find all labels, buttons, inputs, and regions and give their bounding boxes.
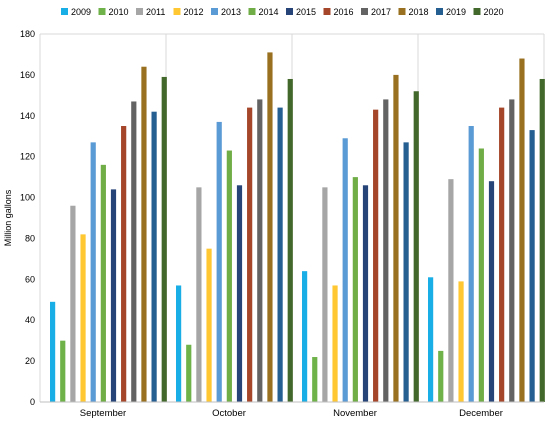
bar-2011-december [448, 179, 454, 402]
x-tick-label: December [459, 408, 503, 419]
legend-swatch [248, 8, 256, 15]
y-tick-label: 20 [25, 356, 35, 366]
bar-2009-october [176, 285, 182, 402]
legend-swatch [398, 8, 406, 15]
bar-2017-september [131, 101, 137, 402]
legend-label: 2020 [484, 7, 504, 17]
bar-2016-december [499, 107, 505, 402]
bar-2009-september [50, 301, 56, 402]
bar-2014-october [226, 150, 232, 402]
y-tick-label: 180 [20, 29, 35, 39]
bar-2010-september [60, 340, 66, 402]
bar-2015-september [110, 189, 117, 402]
bar-2015-october [236, 185, 243, 402]
bar-2014-november [352, 177, 358, 402]
bar-2015-december [488, 181, 495, 402]
bar-2020-september [161, 76, 167, 402]
x-tick-label: October [212, 408, 246, 419]
legend-label: 2016 [334, 7, 354, 17]
bar-2012-december [458, 281, 464, 402]
legend-swatch [98, 8, 106, 15]
y-tick-label: 60 [25, 274, 35, 284]
bar-2016-september [121, 126, 127, 402]
y-tick-label: 160 [20, 70, 35, 80]
bar-2011-october [196, 187, 202, 402]
legend-label: 2014 [259, 7, 279, 17]
bar-2016-october [247, 107, 253, 402]
bar-2019-october [277, 107, 283, 402]
bar-2016-november [373, 109, 379, 403]
bars [50, 52, 545, 403]
bar-2017-december [509, 99, 515, 402]
legend-swatch [436, 8, 443, 15]
y-axis-label: Million gallons [3, 189, 13, 246]
bar-2013-november [342, 138, 348, 402]
legend-label: 2019 [446, 7, 466, 17]
legend-label: 2009 [71, 7, 91, 17]
bar-2014-december [478, 148, 484, 402]
y-tick-label: 80 [25, 233, 35, 243]
bar-2012-november [332, 285, 338, 402]
bar-2018-november [393, 74, 399, 402]
bar-2009-november [302, 271, 308, 402]
legend-swatch [361, 8, 368, 15]
x-axis: September October November December [40, 401, 544, 419]
y-tick-label: 120 [20, 152, 35, 162]
bar-2009-december [428, 277, 434, 402]
legend-label: 2013 [221, 7, 241, 17]
bar-2010-october [186, 344, 192, 402]
legend-label: 2018 [409, 7, 429, 17]
legend-swatch [136, 8, 143, 15]
bar-2013-october [216, 121, 222, 403]
bar-2020-december [539, 78, 545, 402]
legend-label: 2012 [184, 7, 204, 17]
bar-2014-september [100, 164, 106, 402]
bar-2011-november [322, 187, 328, 402]
bar-2018-september [141, 66, 147, 402]
bar-2012-september [80, 234, 86, 402]
legend-swatch [323, 8, 331, 15]
x-tick-label: September [80, 408, 126, 419]
y-tick-label: 140 [20, 111, 35, 121]
bar-2010-november [312, 357, 318, 402]
legend: 2009 2010 2011 2012 2013 2014 2015 2016 2017 2018… [61, 7, 504, 17]
y-tick-label: 0 [30, 397, 35, 407]
bar-2017-november [383, 99, 389, 402]
bar-2015-november [362, 185, 369, 402]
legend-label: 2010 [109, 7, 129, 17]
y-axis-ticks: 0 20 40 60 80 100 120 140 160 180 [20, 29, 35, 407]
bar-2020-november [413, 91, 419, 402]
bar-2017-october [257, 99, 263, 402]
legend-swatch [173, 8, 181, 15]
x-tick-label: November [333, 408, 377, 419]
bar-2013-december [468, 126, 474, 402]
legend-label: 2011 [146, 7, 165, 17]
bar-2013-september [90, 142, 96, 402]
bar-2010-december [438, 350, 444, 402]
legend-swatch [473, 8, 481, 15]
legend-label: 2015 [296, 7, 316, 17]
bar-2020-october [287, 78, 293, 402]
y-tick-label: 100 [20, 193, 35, 203]
legend-label: 2017 [371, 7, 391, 17]
bar-2018-december [519, 58, 525, 403]
y-tick-label: 40 [25, 315, 35, 325]
bar-2019-december [529, 130, 535, 403]
bar-2011-september [70, 205, 76, 402]
legend-swatch [61, 8, 68, 15]
bar-2019-september [151, 111, 157, 402]
bar-2019-november [403, 142, 409, 402]
bar-2012-october [206, 248, 212, 402]
legend-swatch [286, 8, 293, 15]
bar-2018-october [267, 52, 273, 403]
legend-swatch [211, 8, 218, 15]
